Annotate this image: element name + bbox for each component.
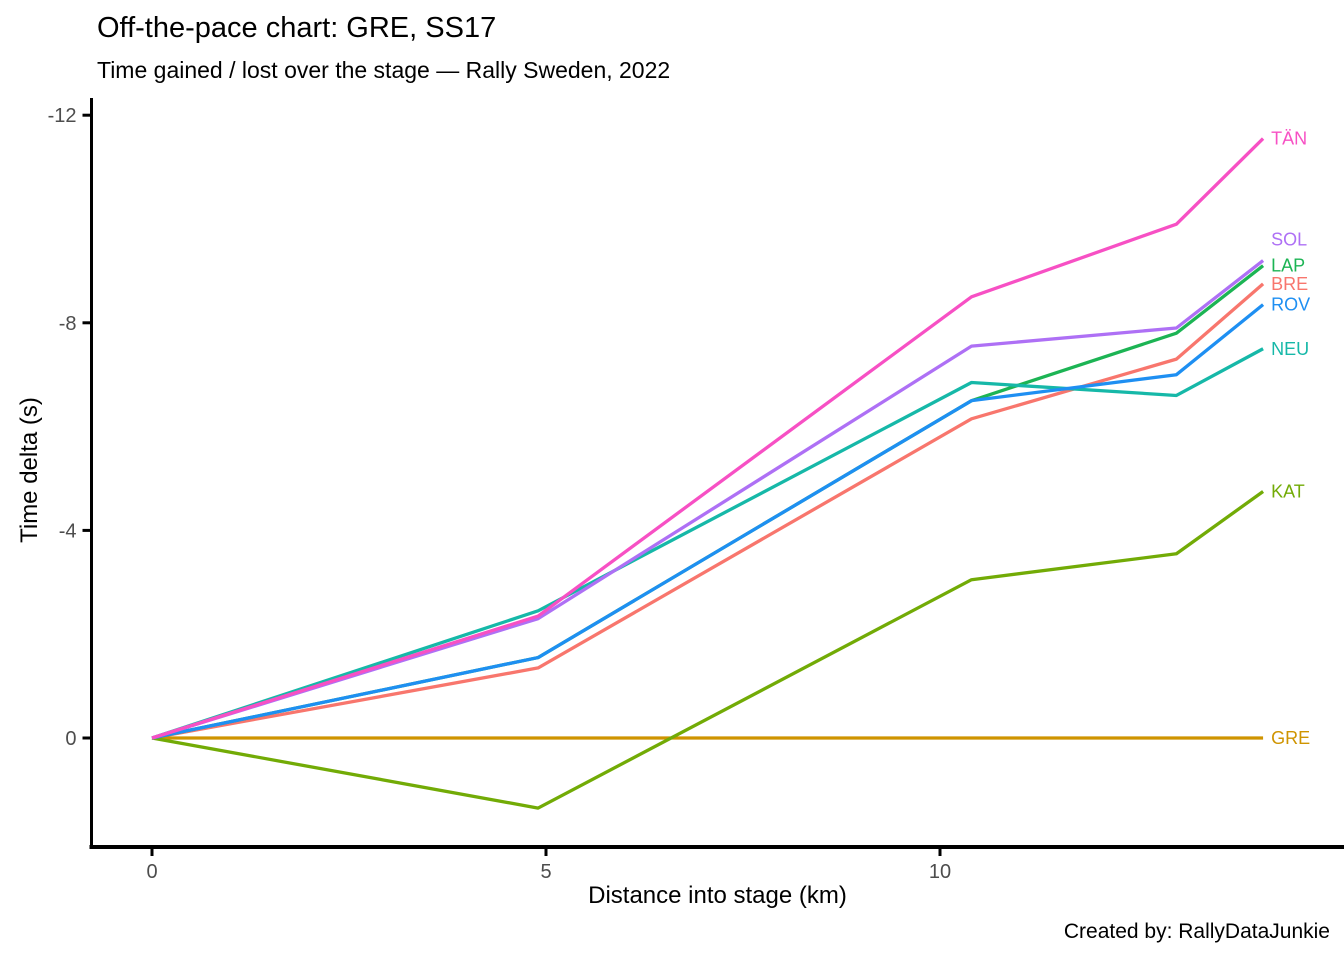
series-label-GRE: GRE: [1271, 728, 1310, 748]
x-axis-tick-label: 10: [929, 861, 951, 883]
series-line-BRE: [151, 282, 1265, 740]
series-line-TÄN: [151, 137, 1265, 740]
series-line-SOL: [151, 259, 1265, 740]
x-axis-tick-label: 5: [540, 861, 551, 883]
series-label-BRE: BRE: [1271, 274, 1308, 294]
series-label-TÄN: TÄN: [1271, 129, 1307, 149]
caption: Created by: RallyDataJunkie: [1063, 920, 1330, 943]
series-line-KAT: [151, 490, 1265, 810]
series-label-ROV: ROV: [1271, 295, 1310, 315]
series-label-NEU: NEU: [1271, 339, 1309, 359]
y-axis-tick-label: -12: [48, 105, 77, 127]
chart-subtitle: Time gained / lost over the stage — Rall…: [97, 57, 671, 83]
series-label-LAP: LAP: [1271, 256, 1305, 276]
x-axis-title: Distance into stage (km): [588, 882, 847, 909]
series-line-NEU: [151, 347, 1264, 740]
series-label-KAT: KAT: [1271, 481, 1305, 501]
x-axis-tick-label: 0: [146, 861, 157, 883]
series-line-ROV: [151, 303, 1265, 740]
chart-title: Off-the-pace chart: GRE, SS17: [97, 12, 497, 44]
y-axis-tick-label: -8: [59, 313, 77, 335]
series-label-SOL: SOL: [1271, 230, 1307, 250]
y-axis-tick-label: -4: [59, 520, 77, 542]
y-axis-tick-label: 0: [65, 728, 76, 750]
